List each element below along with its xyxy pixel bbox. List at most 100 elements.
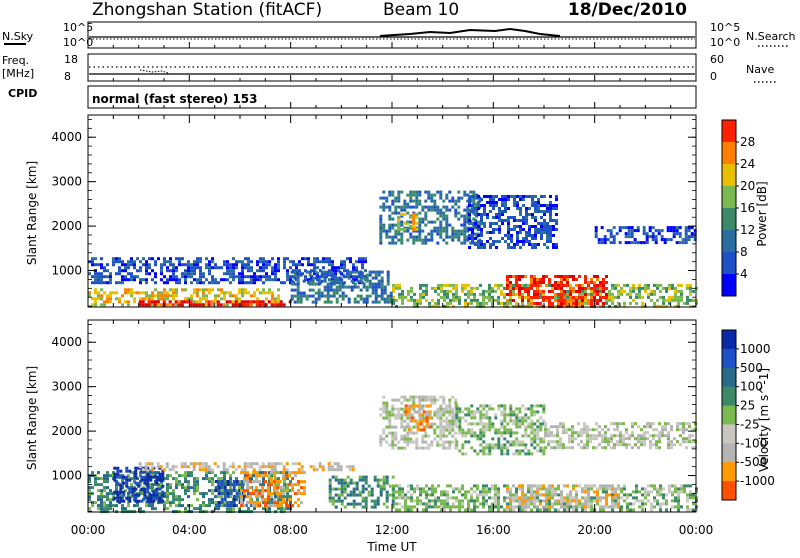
data-cell <box>451 429 454 432</box>
data-cell <box>415 444 418 447</box>
data-cell <box>426 404 429 407</box>
data-cell <box>199 300 202 303</box>
data-cell <box>590 299 593 302</box>
data-cell <box>480 216 483 219</box>
data-cell <box>406 423 409 426</box>
data-cell <box>412 432 415 435</box>
data-cell <box>528 207 531 210</box>
data-cell <box>590 296 593 299</box>
data-cell <box>632 502 635 505</box>
data-cell <box>109 492 112 495</box>
data-cell <box>544 446 547 449</box>
data-cell <box>294 283 297 286</box>
data-cell <box>682 238 685 241</box>
data-cell <box>608 484 611 487</box>
data-cell <box>480 243 483 246</box>
data-cell <box>205 504 208 507</box>
data-cell <box>424 435 427 438</box>
data-cell <box>472 200 475 203</box>
data-cell <box>246 501 249 504</box>
data-cell <box>563 508 566 511</box>
data-cell <box>486 195 489 198</box>
data-cell <box>431 484 434 487</box>
data-cell <box>580 428 583 431</box>
data-cell <box>205 297 208 300</box>
data-cell <box>279 492 282 495</box>
data-cell <box>495 228 498 231</box>
data-cell <box>524 413 527 416</box>
data-cell <box>427 206 430 209</box>
data-cell <box>548 490 551 493</box>
data-cell <box>510 216 513 219</box>
data-cell <box>601 226 604 229</box>
data-cell <box>662 296 665 299</box>
data-cell <box>403 435 406 438</box>
data-cell <box>366 286 369 289</box>
data-cell <box>485 446 488 449</box>
data-cell <box>378 283 381 286</box>
data-cell <box>109 291 112 294</box>
data-cell <box>448 423 451 426</box>
data-cell <box>512 419 515 422</box>
data-cell <box>521 419 524 422</box>
data-cell <box>398 296 401 299</box>
data-cell <box>131 488 134 491</box>
data-cell <box>106 275 109 278</box>
data-cell <box>608 505 611 508</box>
data-cell <box>476 499 479 502</box>
data-cell <box>208 263 211 266</box>
data-cell <box>155 476 158 479</box>
data-cell <box>218 483 221 486</box>
data-cell <box>492 216 495 219</box>
data-cell <box>568 428 571 431</box>
data-cell <box>309 271 312 274</box>
data-cell <box>310 263 313 266</box>
data-cell <box>516 240 519 243</box>
data-cell <box>169 263 172 266</box>
data-cell <box>479 431 482 434</box>
data-cell <box>363 301 366 304</box>
data-cell <box>448 429 451 432</box>
data-cell <box>252 501 255 504</box>
data-cell <box>439 396 442 399</box>
data-cell <box>232 300 235 303</box>
data-cell <box>193 465 196 468</box>
data-cell <box>543 225 546 228</box>
data-cell <box>445 197 448 200</box>
data-cell <box>243 471 246 474</box>
data-cell <box>232 294 235 297</box>
data-cell <box>407 299 410 302</box>
data-cell <box>436 399 439 402</box>
data-cell <box>503 302 506 305</box>
data-cell <box>442 230 445 233</box>
data-cell <box>464 452 467 455</box>
data-cell <box>208 291 211 294</box>
data-cell <box>503 410 506 413</box>
data-cell <box>283 483 286 486</box>
data-cell <box>229 300 232 303</box>
data-cell <box>240 498 243 501</box>
data-cell <box>604 425 607 428</box>
data-cell <box>434 287 437 290</box>
data-cell <box>169 257 172 260</box>
data-cell <box>424 206 427 209</box>
data-cell <box>418 396 421 399</box>
data-cell <box>303 489 306 492</box>
data-cell <box>534 225 537 228</box>
data-cell <box>286 468 289 471</box>
data-cell <box>154 263 157 266</box>
data-cell <box>398 293 401 296</box>
data-cell <box>403 399 406 402</box>
data-cell <box>139 266 142 269</box>
data-cell <box>437 293 440 296</box>
data-cell <box>193 291 196 294</box>
data-cell <box>304 257 307 260</box>
data-cell <box>253 468 256 471</box>
data-cell <box>503 413 506 416</box>
data-cell <box>628 437 631 440</box>
data-cell <box>543 222 546 225</box>
data-cell <box>397 206 400 209</box>
data-cell <box>614 505 617 508</box>
data-cell <box>434 502 437 505</box>
data-cell <box>155 482 158 485</box>
